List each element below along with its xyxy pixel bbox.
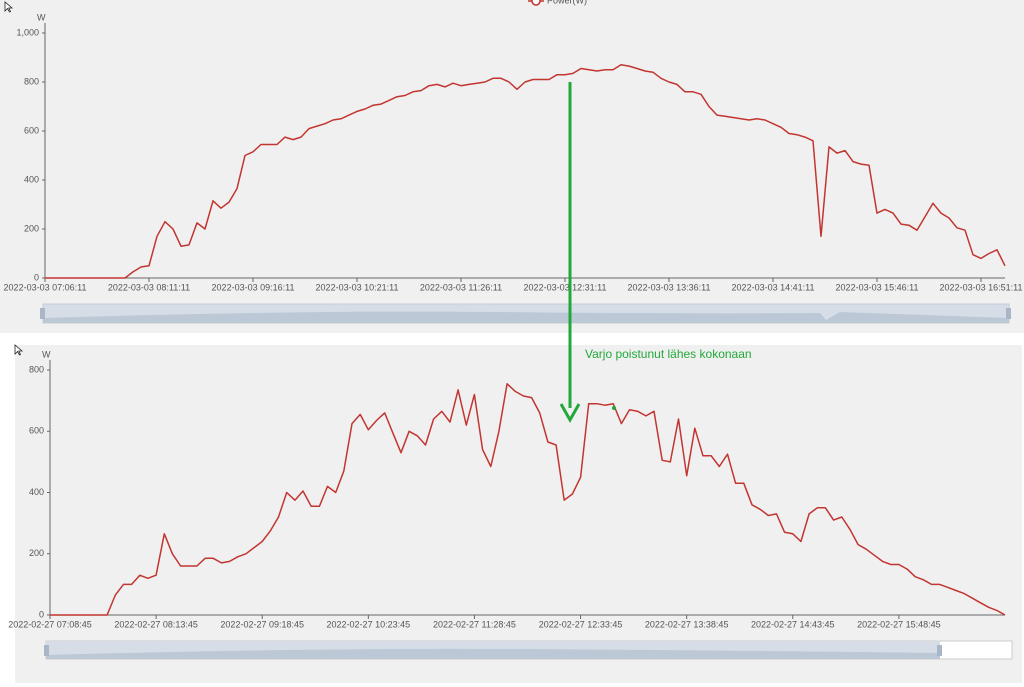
x-tick-label: 2022-02-27 10:23:45	[327, 619, 411, 629]
x-tick-label: 2022-03-03 07:06:11	[4, 282, 87, 292]
data-line	[50, 383, 1006, 616]
y-tick-label: 600	[24, 125, 39, 135]
plots: W 0 200 400 600 800 1,000 2022-03-03 07:06:11 20…	[4, 0, 1023, 629]
x-tick-label: 2022-02-27 12:33:45	[539, 619, 623, 629]
y-axis-label: W	[37, 12, 46, 22]
y-tick-label: 0	[34, 272, 39, 282]
x-tick-label: 2022-02-27 11:28:45	[433, 619, 516, 629]
slider-preview	[46, 648, 940, 659]
y-tick-label: 400	[29, 487, 44, 497]
slider-handle[interactable]	[937, 645, 942, 656]
y-tick-label: 800	[24, 76, 39, 86]
x-tick-label: 2022-02-27 14:43:45	[751, 619, 835, 629]
slider-preview	[43, 311, 1009, 323]
y-tick-label: 600	[29, 426, 44, 436]
x-tick-label: 2022-03-03 10:21:11	[316, 282, 399, 292]
y-axis-label: W	[42, 349, 51, 359]
x-tick-label: 2022-03-03 08:11:11	[108, 282, 190, 292]
x-tick-label: 2022-03-03 13:36:11	[628, 282, 711, 292]
legend-label: Power(W)	[547, 0, 587, 5]
x-tick-label: 2022-03-03 15:46:11	[836, 282, 919, 292]
y-tick-label: 0	[39, 609, 44, 619]
annotation: Varjo poistunut lähes kokonaan	[585, 347, 752, 361]
x-tick-label: 2022-02-27 13:38:45	[645, 619, 729, 629]
x-tick-label: 2022-02-27 15:48:45	[857, 619, 941, 629]
slider-handle[interactable]	[40, 308, 45, 319]
bottom-panel	[15, 345, 1022, 683]
x-tick-label: 2022-03-03 14:41:11	[732, 282, 815, 292]
legend-marker	[531, 0, 541, 6]
y-tick-label: 400	[24, 174, 39, 184]
x-tick-label: 2022-03-03 09:16:11	[212, 282, 295, 292]
slider-handle[interactable]	[1006, 308, 1011, 319]
x-tick-label: 2022-02-27 08:13:45	[114, 619, 198, 629]
y-tick-label: 200	[24, 223, 39, 233]
x-tick-label: 2022-03-03 11:26:11	[420, 282, 502, 292]
dot	[612, 406, 616, 410]
cursor	[14, 344, 24, 356]
y-tick-label: 1,000	[16, 27, 39, 37]
x-tick-label: 2022-03-03 12:31:11	[524, 282, 607, 292]
x-tick-label: 2022-03-03 16:51:11	[940, 282, 1023, 292]
y-tick-label: 800	[29, 364, 44, 374]
y-tick-label: 200	[29, 548, 44, 558]
x-tick-label: 2022-02-27 07:08:45	[8, 619, 92, 629]
arrow-head	[559, 403, 581, 424]
cursor	[4, 1, 14, 13]
data-line	[45, 64, 1006, 279]
slider-handle[interactable]	[44, 645, 49, 656]
x-tick-label: 2022-02-27 09:18:45	[220, 619, 304, 629]
